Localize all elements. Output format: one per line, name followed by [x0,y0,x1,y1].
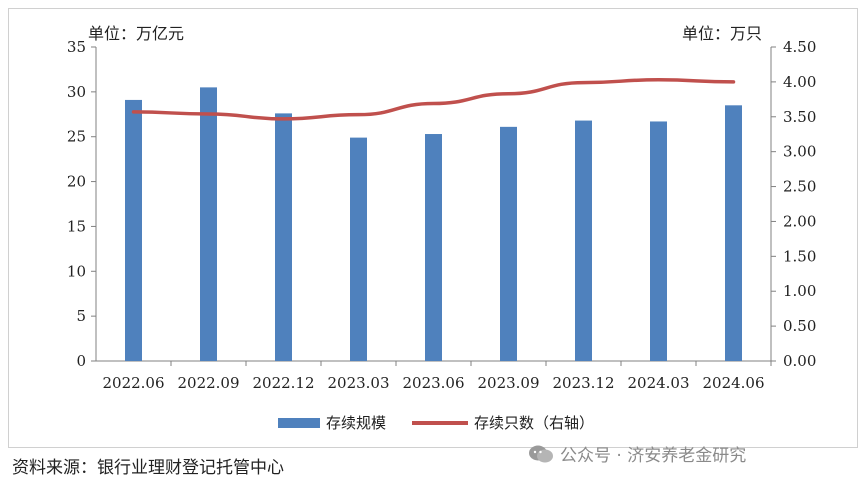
bar-2022.12 [275,113,292,361]
bar-2024.03 [650,121,667,361]
y-right-tick-label: 1.00 [783,282,816,300]
x-tick-label: 2023.03 [327,374,389,392]
left-axis-unit-label: 单位：万亿元 [88,24,185,43]
y-left-tick-label: 20 [67,173,86,191]
legend-bar-label: 存续规模 [326,414,387,432]
y-left-tick-label: 0 [76,352,86,370]
bar-2024.06 [725,105,742,361]
x-tick-label: 2022.12 [252,374,314,392]
y-left-tick-label: 15 [67,217,86,235]
chart-frame [8,8,858,448]
legend-bar-swatch [278,417,320,428]
y-right-tick-label: 0.00 [783,352,816,370]
watermark-text: 公众号 · 济安养老金研究 [560,446,747,466]
x-tick-label: 2023.06 [402,374,464,392]
watermark: 公众号 · 济安养老金研究 [528,441,746,466]
legend-line-label: 存续只数（右轴） [474,414,595,432]
y-right-tick-label: 0.50 [783,317,816,335]
bar-2023.09 [500,126,517,362]
y-right-tick-label: 3.00 [783,143,816,161]
y-right-tick-label: 1.50 [783,247,816,265]
legend-item-line: 存续只数（右轴） [412,412,594,433]
x-tick-label: 2022.06 [102,374,164,392]
y-right-tick-label: 4.00 [783,73,816,91]
y-left-tick-label: 10 [67,262,86,280]
y-right-tick-label: 3.50 [783,108,816,126]
x-tick-label: 2022.09 [177,374,239,392]
x-tick-label: 2024.06 [702,374,764,392]
y-right-tick-label: 2.00 [783,212,816,230]
bar-2023.03 [350,137,367,361]
legend-line-swatch [412,420,468,425]
y-right-tick-label: 2.50 [783,178,816,196]
y-left-tick-label: 5 [76,307,86,325]
bar-2022.09 [200,87,217,361]
y-right-tick-label: 4.50 [783,38,816,56]
bar-2023.12 [575,120,592,362]
y-left-tick-label: 35 [67,38,86,56]
bar-2022.06 [125,99,142,361]
x-tick-label: 2023.09 [477,374,539,392]
right-axis-unit-label: 单位：万只 [682,24,763,43]
x-tick-label: 2023.12 [552,374,614,392]
y-left-tick-label: 25 [67,128,86,146]
bar-2023.06 [425,134,442,361]
y-left-tick-label: 30 [67,83,86,101]
wechat-icon [529,445,553,462]
x-tick-label: 2024.03 [627,374,689,392]
legend-item-bar: 存续规模 [278,412,386,433]
series-line-count [131,78,736,121]
source-note: 资料来源：银行业理财登记托管中心 [12,458,284,478]
